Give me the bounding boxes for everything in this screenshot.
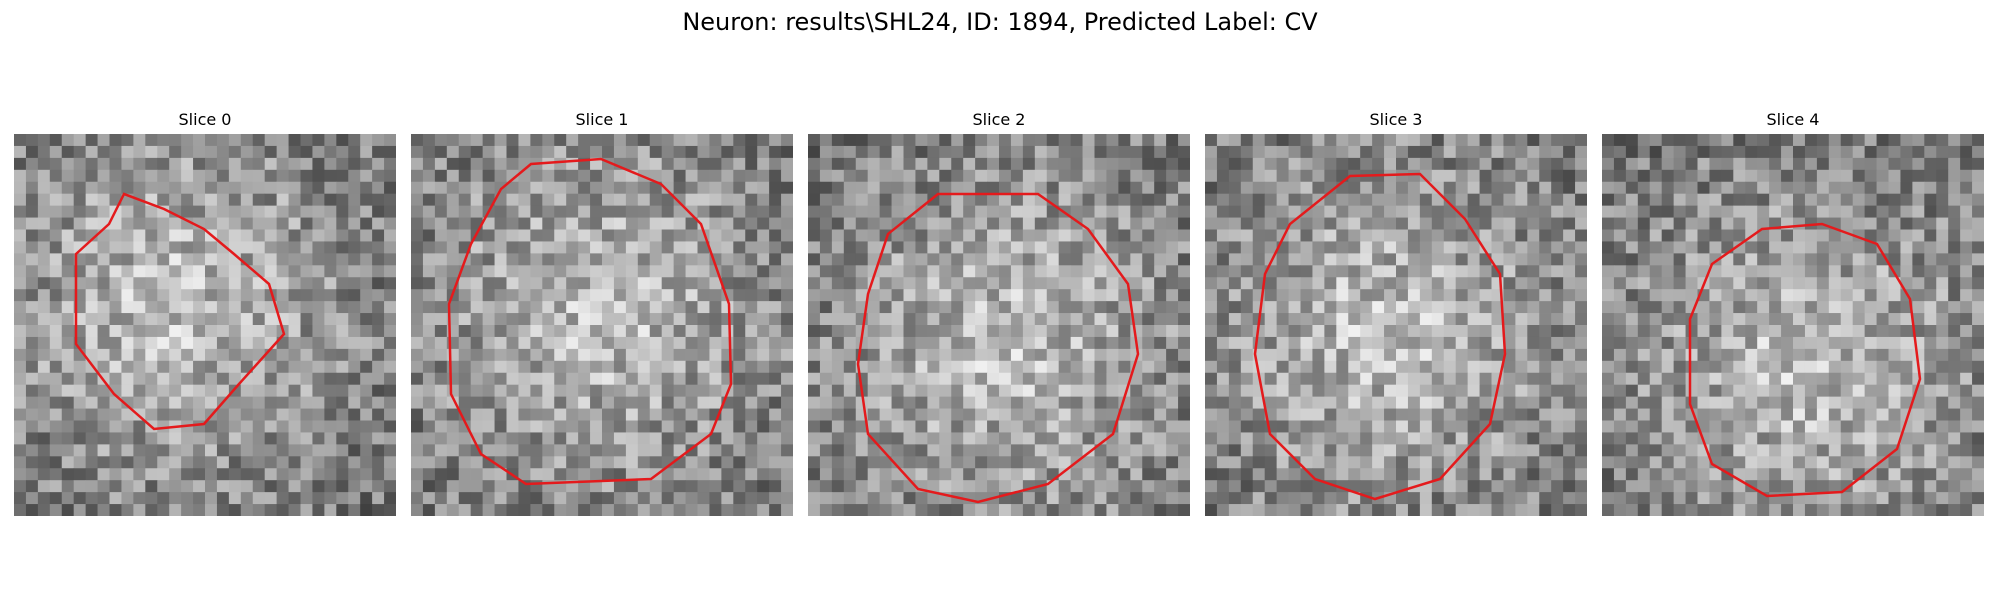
panel-title: Slice 4 — [1766, 110, 1820, 129]
segmentation-contour — [1253, 172, 1507, 501]
slice-image — [411, 134, 793, 516]
segmentation-contour — [74, 192, 286, 431]
segmentation-contour — [447, 157, 733, 486]
slice-image — [14, 134, 396, 516]
slice-image — [1205, 134, 1587, 516]
pixel-grid — [1602, 134, 1984, 516]
pixel-grid — [411, 134, 793, 516]
panel-title: Slice 3 — [1369, 110, 1423, 129]
panel-title: Slice 0 — [178, 110, 232, 129]
figure-title: Neuron: results\SHL24, ID: 1894, Predict… — [682, 8, 1318, 36]
pixel-grid — [14, 134, 396, 516]
segmentation-contour — [856, 192, 1140, 504]
pixel-grid — [1205, 134, 1587, 516]
pixel-grid — [808, 134, 1190, 516]
slice-image — [808, 134, 1190, 516]
panel-title: Slice 2 — [972, 110, 1026, 129]
slice-image — [1602, 134, 1984, 516]
panel-title: Slice 1 — [575, 110, 629, 129]
segmentation-contour — [1688, 222, 1922, 498]
